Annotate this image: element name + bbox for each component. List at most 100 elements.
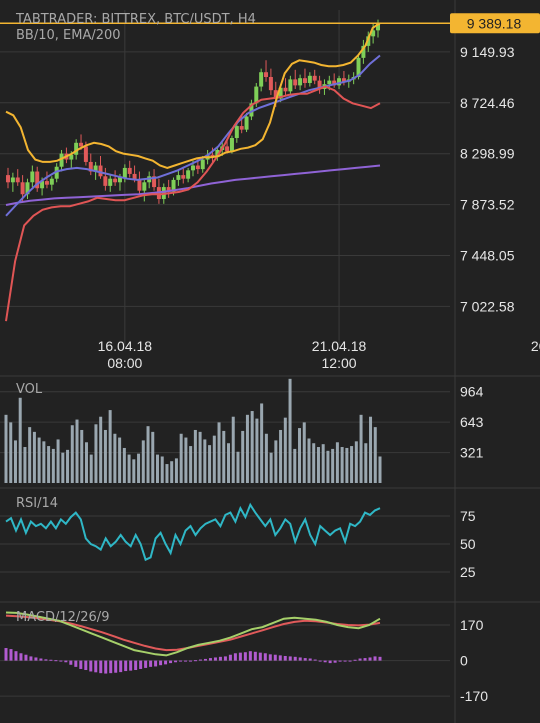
macd-histogram-bar [159, 660, 163, 666]
volume-bar [288, 378, 292, 483]
macd-histogram-bar [288, 656, 292, 661]
macd-histogram-bar [218, 656, 222, 661]
volume-bar [155, 454, 159, 483]
candle-body [244, 116, 249, 130]
macd-histogram-bar [368, 657, 372, 661]
volume-bar [340, 447, 344, 483]
candle-body [44, 181, 49, 185]
volume-bar [141, 440, 145, 483]
candle-body [171, 179, 176, 192]
macd-histogram-bar [208, 658, 212, 661]
volume-panel[interactable]: 964 643 321 [4, 378, 484, 483]
indicator-label-bb-ema: BB/10, EMA/200 [16, 28, 121, 43]
candle-body [234, 126, 239, 139]
candle-body [181, 175, 186, 179]
price-panel[interactable] [0, 19, 450, 322]
candle-body [69, 154, 74, 160]
volume-bar [189, 446, 193, 483]
macd-histogram-bar [283, 655, 287, 661]
candle-body [186, 170, 191, 179]
macd-histogram-bar [233, 653, 237, 661]
volume-bar [378, 456, 382, 483]
candle-body [59, 153, 64, 167]
macd-histogram-bar [333, 660, 337, 663]
last-price-label: 9 389.18 [467, 15, 522, 31]
macd-histogram-bar [4, 648, 8, 661]
volume-bar [245, 414, 249, 483]
candle-body [49, 178, 54, 185]
macd-histogram-bar [268, 654, 272, 661]
volume-bar [184, 437, 188, 483]
macd-histogram-bar [318, 660, 322, 662]
macd-histogram-bar [223, 656, 227, 661]
volume-bar [13, 440, 17, 483]
candle-body [113, 178, 118, 183]
price-axis-labels: 9 149.93 8 724.46 8 298.99 7 873.52 7 448.05… [460, 44, 515, 315]
candle-body [356, 57, 361, 77]
macd-histogram-bar [54, 660, 58, 662]
volume-bar [51, 448, 55, 483]
volume-bar [151, 431, 155, 483]
volume-bar [208, 445, 212, 483]
volume-bar [37, 437, 41, 483]
macd-histogram-bar [203, 658, 207, 661]
macd-histogram-bar [59, 660, 63, 662]
candle-body [200, 159, 205, 170]
macd-panel[interactable]: 170 0 -170 [4, 611, 489, 705]
volume-bar [231, 416, 235, 483]
macd-histogram-bar [348, 660, 352, 662]
volume-bar [165, 464, 169, 483]
candle-body [122, 167, 127, 178]
rsi-panel[interactable]: 75 50 25 [5, 502, 476, 580]
volume-bar [4, 414, 8, 483]
volume-bar [70, 425, 74, 483]
candle-body [108, 178, 113, 186]
volume-bar [345, 447, 349, 483]
volume-bar [108, 410, 112, 483]
volume-bar [23, 447, 27, 483]
volume-bar [274, 440, 278, 483]
rsi-tick-label: 50 [460, 536, 476, 552]
candle-body [152, 176, 157, 188]
volume-bar [250, 411, 254, 483]
candle-body [332, 80, 337, 86]
price-tick-label: 7 022.58 [460, 298, 515, 314]
candle-body [317, 80, 322, 89]
macd-histogram-bar [253, 651, 257, 661]
volume-bar [302, 422, 306, 483]
volume-bar [373, 427, 377, 483]
price-tick-label: 7 448.05 [460, 248, 515, 264]
volume-bar [279, 429, 283, 483]
candle-body [127, 167, 132, 174]
candle-body [35, 171, 40, 189]
candle-body [215, 149, 220, 158]
candle-body [40, 181, 45, 189]
volume-bar [89, 454, 93, 483]
volume-bar [61, 452, 65, 483]
macd-histogram-bar [109, 660, 113, 674]
volume-bar [103, 429, 107, 483]
rsi-line [5, 502, 381, 562]
volume-bar [170, 461, 174, 483]
macd-histogram-bar [323, 660, 327, 663]
candle-body [20, 182, 25, 195]
last-price-tag: 9 389.18 [450, 13, 540, 34]
candle-body [327, 80, 332, 85]
volume-bar [217, 422, 221, 483]
volume-bar [146, 426, 150, 483]
macd-histogram-bar [278, 655, 282, 661]
bollinger-upper-line [5, 22, 381, 169]
candle-body [54, 166, 59, 179]
volume-bar [364, 443, 368, 483]
candle-body [132, 173, 137, 180]
candle-body [283, 87, 288, 92]
macd-histogram-bar [228, 654, 232, 661]
macd-histogram-bar [104, 660, 108, 674]
macd-histogram-bar [263, 653, 267, 661]
macd-histogram-bar [79, 660, 83, 669]
candle-body [6, 175, 10, 183]
volume-bar [293, 448, 297, 483]
macd-line [5, 611, 381, 657]
candle-body [361, 45, 366, 58]
